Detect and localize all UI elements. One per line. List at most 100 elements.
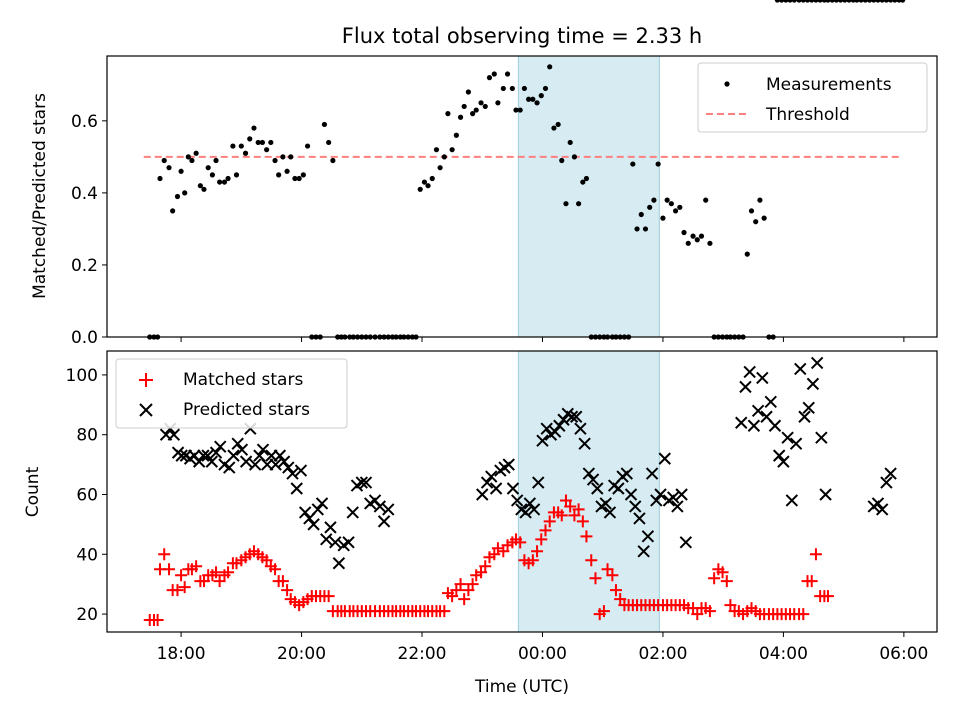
measurement-point — [170, 208, 176, 214]
predicted-star-point — [197, 449, 210, 462]
measurement-point — [217, 179, 223, 185]
predicted-star-point — [510, 494, 524, 507]
predicted-star-point — [332, 557, 346, 570]
y-tick-label: 0.4 — [71, 184, 98, 204]
measurement-point — [576, 201, 582, 207]
measurement-point — [538, 93, 544, 99]
measurement-point — [330, 157, 336, 164]
predicted-star-point — [227, 449, 240, 462]
predicted-star-point — [506, 482, 520, 495]
matched-star-point — [809, 548, 822, 561]
x-tick-label: 18:00 — [157, 644, 206, 664]
measurement-point — [304, 143, 311, 149]
predicted-star-point — [273, 449, 287, 462]
measurement-point — [288, 154, 294, 160]
predicted-star-point — [794, 362, 807, 376]
predicted-star-point — [612, 482, 625, 495]
legend-predicted-marker — [139, 403, 153, 417]
top-legend-box — [697, 62, 928, 133]
measurement-point — [193, 150, 199, 156]
measurement-point — [521, 85, 528, 92]
predicted-star-point — [582, 467, 596, 480]
measurement-point — [429, 175, 435, 182]
y-tick-label: 0.0 — [71, 328, 98, 348]
measurement-point — [174, 193, 181, 200]
y-tick-label: 60 — [76, 485, 98, 505]
matched-star-point — [805, 575, 818, 588]
predicted-star-point — [645, 467, 659, 480]
predicted-star-point — [256, 443, 270, 456]
predicted-star-point — [756, 371, 769, 385]
predicted-star-point — [382, 503, 395, 516]
measurement-point — [504, 71, 511, 77]
figure-title: Flux total observing time = 2.33 h — [342, 24, 702, 48]
measurement-point — [677, 204, 683, 210]
x-axis-label: Time (UTC) — [474, 677, 569, 697]
predicted-star-point — [658, 452, 671, 465]
measurement-point — [182, 190, 188, 196]
bottom-y-axis-label: Count — [23, 466, 43, 517]
measurement-point — [900, 0, 906, 3]
measurement-point — [495, 100, 501, 106]
predicted-star-point — [747, 419, 761, 432]
predicted-star-point — [307, 518, 320, 531]
predicted-star-point — [880, 476, 893, 489]
predicted-star-point — [557, 413, 570, 426]
predicted-star-point — [633, 512, 646, 525]
measurement-point — [251, 125, 257, 131]
predicted-star-point — [298, 506, 312, 519]
predicted-star-point — [548, 425, 562, 438]
matched-star-point — [322, 590, 335, 603]
legend-threshold-label: Threshold — [765, 105, 850, 125]
measurement-point — [774, 0, 780, 3]
measurement-point — [478, 100, 484, 106]
x-tick-label: 22:00 — [398, 644, 447, 664]
measurement-point — [804, 0, 811, 3]
measurement-point — [783, 0, 789, 3]
top-panel: 0.0 0.2 0.4 0.6 Matched/Predicted stars Mea… — [30, 0, 938, 348]
matched-star-point — [514, 536, 527, 549]
predicted-star-point — [591, 482, 604, 495]
measurement-point — [809, 0, 815, 3]
bottom-y-ticks: 20 40 60 80 100 — [66, 366, 107, 625]
measurement-point — [247, 136, 253, 142]
predicted-star-point — [346, 506, 359, 519]
predicted-star-point — [675, 488, 688, 501]
measurement-point — [268, 139, 274, 146]
predicted-star-point — [666, 491, 680, 504]
predicted-star-point — [480, 476, 494, 489]
legend-matched-marker — [139, 373, 153, 387]
measurement-point — [292, 175, 298, 182]
x-tick-label: 20:00 — [277, 644, 326, 664]
measurement-point — [547, 64, 553, 70]
predicted-star-point — [777, 455, 790, 468]
predicted-star-point — [277, 455, 291, 468]
measurement-point — [753, 219, 759, 225]
matched-star-point — [535, 533, 548, 546]
predicted-star-point — [286, 467, 299, 480]
measurement-point — [280, 154, 286, 160]
measurement-point — [205, 165, 211, 171]
measurement-point — [457, 114, 464, 120]
y-tick-label: 40 — [76, 545, 98, 565]
matched-star-point — [526, 554, 539, 567]
measurement-point — [242, 150, 249, 156]
matched-star-point — [597, 605, 610, 618]
predicted-star-point — [599, 497, 612, 510]
predicted-star-point — [802, 401, 815, 415]
matched-star-point — [222, 566, 235, 579]
measurement-point — [888, 0, 894, 3]
top-x-ticks — [180, 337, 905, 342]
measurement-point — [559, 157, 565, 164]
predicted-star-point — [282, 461, 295, 474]
predicted-star-point — [739, 380, 752, 394]
measurement-point — [630, 161, 636, 167]
measurement-point — [761, 215, 767, 221]
measurement-point — [647, 204, 653, 210]
predicted-star-point — [641, 530, 655, 543]
measurement-point — [858, 0, 864, 3]
predicted-star-point — [377, 515, 391, 528]
measurement-point — [161, 157, 167, 164]
bottom-panel: 20 40 60 80 100 18:00 20:00 22:00 00:00 02:00 04:… — [23, 351, 938, 697]
measurement-point — [703, 197, 709, 203]
